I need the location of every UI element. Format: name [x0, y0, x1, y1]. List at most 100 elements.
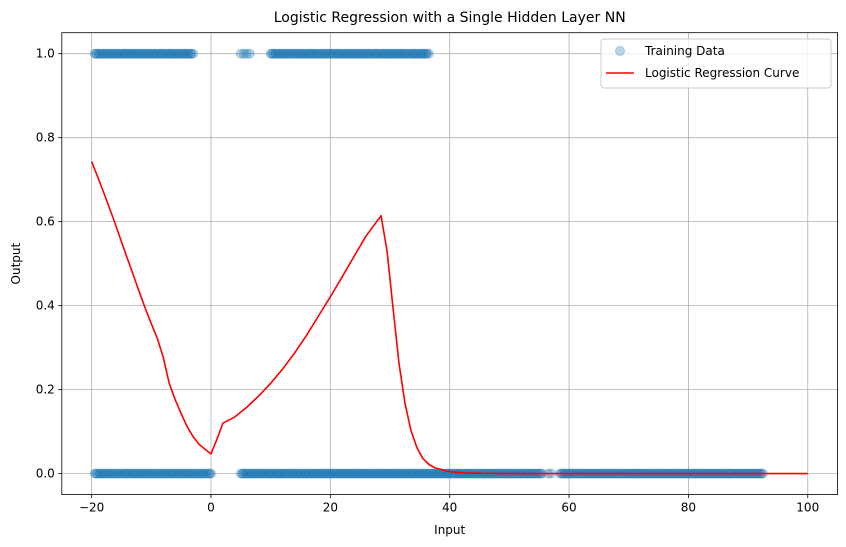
training-data-point	[287, 468, 298, 479]
training-data-point	[94, 468, 105, 479]
training-data-point	[244, 48, 255, 59]
training-data-point	[331, 468, 342, 479]
training-data-point	[430, 468, 441, 479]
training-data-point	[295, 468, 306, 479]
training-data-point	[361, 48, 372, 59]
training-data-point	[143, 48, 154, 59]
y-tick-label: 0.0	[36, 467, 55, 481]
training-data-point	[352, 48, 363, 59]
training-data-point	[358, 468, 369, 479]
training-data-point	[174, 468, 185, 479]
training-data-point	[284, 48, 295, 59]
training-data-point	[282, 468, 293, 479]
training-data-point	[303, 48, 314, 59]
training-data-point	[281, 468, 292, 479]
training-data-point	[128, 48, 139, 59]
training-data-point	[399, 48, 410, 59]
training-data-point	[160, 48, 171, 59]
training-data-point	[151, 48, 162, 59]
training-data-point	[348, 48, 359, 59]
training-data-point	[357, 48, 368, 59]
training-data-point	[386, 48, 397, 59]
x-tick-label: −20	[79, 501, 104, 515]
logistic-regression-curve	[90, 161, 808, 475]
training-data-point	[89, 48, 100, 59]
training-data-point	[136, 48, 147, 59]
training-data-point	[339, 468, 350, 479]
training-data-point	[123, 468, 134, 479]
training-data-point	[111, 48, 122, 59]
training-data-point	[138, 468, 149, 479]
training-data-point	[137, 48, 148, 59]
training-data-point	[259, 468, 270, 479]
training-data-point	[115, 468, 126, 479]
training-data-point	[320, 468, 331, 479]
training-data-point	[144, 468, 155, 479]
training-data-point	[127, 468, 138, 479]
training-data-point	[398, 468, 409, 479]
training-data-point	[287, 468, 298, 479]
training-data-point	[395, 48, 406, 59]
training-data-point	[203, 468, 214, 479]
training-data-point	[403, 468, 414, 479]
training-data-point	[282, 48, 293, 59]
training-data-point	[337, 468, 348, 479]
training-data-point	[298, 468, 309, 479]
training-data-point	[372, 48, 383, 59]
x-tick-label: 80	[681, 501, 696, 515]
training-data-point	[240, 468, 251, 479]
training-data-point	[352, 468, 363, 479]
training-data-point	[390, 48, 401, 59]
training-data-point	[386, 468, 397, 479]
training-data-point	[279, 48, 290, 59]
training-data-point	[322, 48, 333, 59]
training-data-point	[200, 468, 211, 479]
training-data-point	[314, 468, 325, 479]
training-data-point	[331, 48, 342, 59]
training-data-point	[371, 48, 382, 59]
training-data-point	[139, 468, 150, 479]
training-data-point	[308, 48, 319, 59]
training-data-point	[182, 48, 193, 59]
training-data-point	[419, 468, 430, 479]
training-data-point	[279, 468, 290, 479]
training-data-point	[131, 48, 142, 59]
training-data-point	[334, 468, 345, 479]
training-data-point	[267, 48, 278, 59]
training-data-point	[145, 48, 156, 59]
training-data-point	[337, 48, 348, 59]
training-data-point	[114, 48, 125, 59]
training-data-point	[127, 468, 138, 479]
training-data-point	[378, 468, 389, 479]
training-data-point	[118, 48, 129, 59]
training-data-point	[347, 468, 358, 479]
training-data-point	[417, 468, 428, 479]
legend-marker-training-data	[615, 46, 625, 56]
training-data-point	[326, 48, 337, 59]
training-data-point	[118, 468, 129, 479]
training-data-point	[372, 468, 383, 479]
training-data-point	[318, 468, 329, 479]
training-data-point	[151, 48, 162, 59]
training-data-point	[97, 48, 108, 59]
training-data-point	[103, 468, 114, 479]
tick-layer: −20 0 20 40 60 80 100 0.0 0.2 0.4 0.6 0.8 1.0	[36, 47, 820, 515]
training-data-point	[394, 468, 405, 479]
chart-title: Logistic Regression with a Single Hidden…	[274, 10, 626, 26]
training-data-point	[108, 48, 119, 59]
training-data-point	[353, 468, 364, 479]
training-data-point	[157, 468, 168, 479]
training-data-point	[306, 48, 317, 59]
training-data-point	[268, 468, 279, 479]
training-data-point	[94, 48, 105, 59]
training-data-point	[162, 468, 173, 479]
training-data-point	[297, 48, 308, 59]
training-data-point	[276, 468, 287, 479]
training-data-point	[189, 468, 200, 479]
training-data-point	[176, 468, 187, 479]
training-data-point	[383, 48, 394, 59]
training-data-point	[163, 48, 174, 59]
training-data-point	[331, 468, 342, 479]
training-data-point	[142, 468, 153, 479]
training-data-point	[411, 468, 422, 479]
